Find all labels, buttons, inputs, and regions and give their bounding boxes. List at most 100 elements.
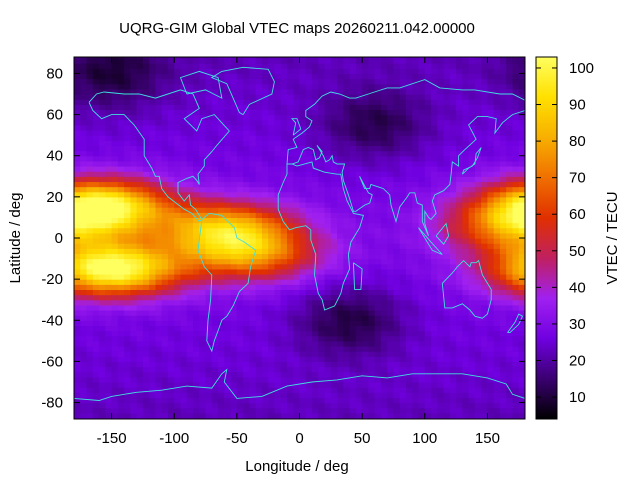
heatmap-cell: [456, 150, 463, 157]
heatmap-cell: [368, 171, 376, 177]
heatmap-cell: [337, 392, 344, 398]
heatmap-cell: [337, 166, 344, 172]
heatmap-cell: [230, 222, 238, 229]
heatmap-cell: [249, 289, 257, 296]
heatmap-cell: [274, 88, 282, 95]
heatmap-cell: [243, 330, 250, 337]
heatmap-cell: [111, 263, 119, 270]
heatmap-cell: [199, 273, 207, 280]
heatmap-cell: [318, 238, 326, 244]
heatmap-cell: [130, 387, 138, 393]
heatmap-cell: [462, 155, 470, 162]
heatmap-cell: [431, 160, 438, 167]
heatmap-cell: [456, 181, 463, 188]
heatmap-cell: [280, 114, 288, 121]
heatmap-cell: [174, 371, 182, 378]
heatmap-cell: [105, 376, 113, 383]
heatmap-cell: [155, 217, 163, 224]
heatmap-cell: [293, 58, 301, 64]
heatmap-cell: [418, 171, 426, 177]
heatmap-cell: [92, 166, 100, 172]
heatmap-cell: [299, 196, 307, 203]
heatmap-cell: [280, 155, 288, 162]
heatmap-cell: [105, 294, 113, 301]
heatmap-cell: [443, 191, 451, 198]
heatmap-cell: [117, 299, 125, 306]
heatmap-cell: [218, 63, 225, 69]
heatmap-cell: [399, 356, 407, 363]
heatmap-cell: [255, 181, 263, 188]
heatmap-cell: [418, 135, 426, 141]
heatmap-cell: [161, 207, 169, 213]
heatmap-cell: [343, 248, 351, 255]
heatmap-cell: [286, 387, 294, 393]
heatmap-cell: [255, 356, 263, 363]
heatmap-cell: [130, 99, 138, 105]
heatmap-cell: [487, 140, 495, 147]
heatmap-cell: [487, 381, 495, 388]
heatmap-cell: [86, 232, 94, 239]
heatmap-cell: [355, 387, 363, 393]
heatmap-cell: [393, 340, 401, 347]
heatmap-cell: [155, 320, 163, 327]
heatmap-cell: [255, 253, 263, 260]
heatmap-cell: [86, 397, 94, 404]
heatmap-cell: [349, 99, 357, 105]
heatmap-cell: [312, 381, 319, 388]
heatmap-cell: [443, 238, 451, 244]
heatmap-cell: [399, 366, 407, 373]
heatmap-cell: [99, 361, 106, 368]
heatmap-cell: [149, 407, 157, 414]
heatmap-cell: [318, 171, 326, 177]
heatmap-cell: [449, 376, 457, 383]
heatmap-cell: [274, 273, 282, 280]
heatmap-cell: [105, 356, 113, 363]
heatmap-cell: [92, 73, 100, 80]
heatmap-cell: [349, 289, 357, 296]
heatmap-cell: [255, 309, 263, 316]
heatmap-cell: [111, 140, 119, 147]
heatmap-cell: [399, 145, 407, 152]
heatmap-cell: [337, 57, 344, 59]
heatmap-cell: [493, 402, 501, 409]
heatmap-cell: [437, 315, 445, 321]
heatmap-cell: [280, 160, 288, 167]
heatmap-cell: [249, 73, 257, 80]
heatmap-cell: [186, 407, 194, 414]
heatmap-cell: [80, 78, 88, 85]
heatmap-cell: [399, 243, 407, 249]
heatmap-cell: [80, 155, 88, 162]
heatmap-cell: [374, 335, 382, 342]
heatmap-cell: [167, 109, 175, 116]
heatmap-cell: [261, 196, 269, 203]
heatmap-cell: [280, 57, 288, 59]
heatmap-cell: [387, 371, 395, 378]
heatmap-cell: [499, 325, 507, 332]
heatmap-cell: [412, 186, 420, 193]
heatmap-cell: [74, 140, 81, 147]
heatmap-cell: [474, 263, 482, 270]
heatmap-cell: [155, 130, 163, 136]
heatmap-cell: [249, 171, 257, 177]
heatmap-cell: [261, 130, 269, 136]
heatmap-cell: [161, 57, 169, 59]
heatmap-cell: [243, 63, 250, 69]
heatmap-cell: [449, 73, 457, 80]
heatmap-cell: [305, 186, 313, 193]
heatmap-cell: [142, 371, 150, 378]
heatmap-cell: [230, 63, 238, 69]
heatmap-cell: [443, 94, 451, 100]
heatmap-cell: [224, 58, 232, 64]
heatmap-cell: [105, 402, 113, 409]
heatmap-cell: [255, 63, 263, 69]
heatmap-cell: [343, 299, 351, 306]
heatmap-cell: [387, 181, 395, 188]
heatmap-cell: [167, 171, 175, 177]
heatmap-cell: [243, 181, 250, 188]
heatmap-cell: [80, 104, 88, 111]
heatmap-cell: [186, 289, 194, 296]
heatmap-cell: [105, 366, 113, 373]
heatmap-cell: [456, 284, 463, 291]
heatmap-cell: [261, 304, 269, 311]
heatmap-cell: [499, 345, 507, 352]
